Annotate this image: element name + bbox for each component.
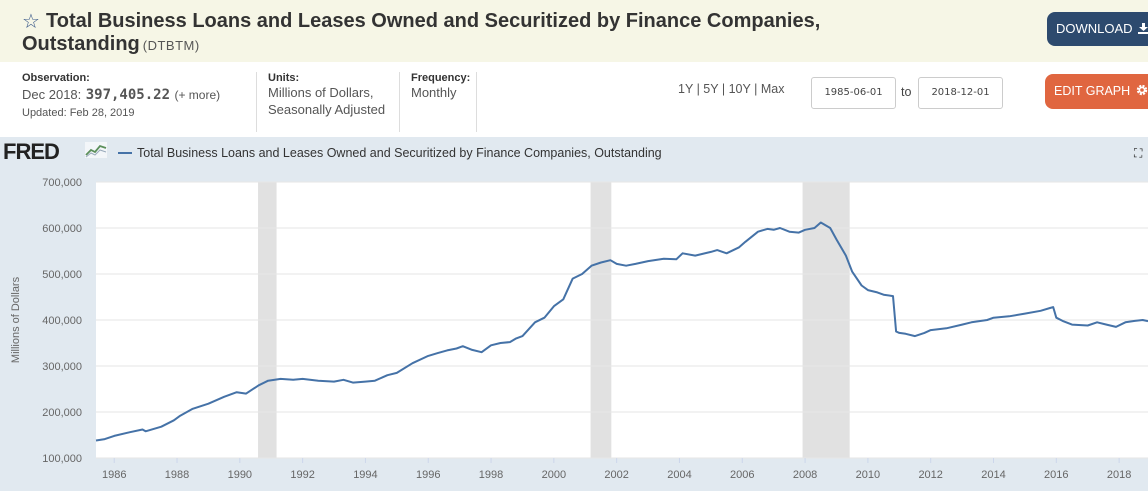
page-title: Total Business Loans and Leases Owned an…: [22, 10, 1006, 55]
download-button[interactable]: DOWNLOAD: [1047, 12, 1148, 46]
x-tick-label: 2008: [793, 469, 817, 481]
observation-label: Observation:: [22, 72, 90, 84]
download-label: DOWNLOAD: [1056, 21, 1133, 36]
x-tick-label: 2002: [604, 469, 628, 481]
x-tick-label: 2018: [1107, 469, 1131, 481]
x-tick-label: 2000: [542, 469, 566, 481]
observation-more-link[interactable]: (+ more): [174, 88, 221, 102]
chart-svg: 100,000 200,000 300,000 400,000 500,000 600,0…: [10, 177, 1148, 481]
range-10y[interactable]: 10Y: [728, 82, 751, 96]
y-tick-label: 100,000: [42, 453, 82, 465]
title-line-2: Outstanding: [22, 33, 140, 55]
fred-logo-chart-icon: [85, 142, 107, 158]
star-outline-icon[interactable]: ☆: [22, 9, 40, 33]
series-id: (DTBTM): [142, 38, 200, 53]
observation-date: Dec 2018:: [22, 87, 82, 102]
end-date-input[interactable]: 2018-12-01: [918, 77, 1003, 109]
x-tick-label: 1998: [479, 469, 503, 481]
range-separator: |: [721, 82, 726, 96]
updated-date: Updated: Feb 28, 2019: [22, 107, 135, 119]
fullscreen-icon[interactable]: ⛶: [1134, 146, 1143, 160]
gear-icon: [1136, 84, 1147, 96]
x-tick-label: 2012: [918, 469, 942, 481]
range-max[interactable]: Max: [760, 82, 785, 96]
series-line-dtbtm[interactable]: [95, 221, 1148, 442]
edit-graph-label: EDIT GRAPH: [1054, 84, 1131, 98]
download-icon: [1138, 23, 1148, 34]
y-tick-label: 200,000: [42, 407, 82, 419]
edit-graph-button[interactable]: EDIT GRAPH: [1045, 74, 1148, 109]
title-line-1: Total Business Loans and Leases Owned an…: [46, 10, 821, 32]
y-tick-label: 300,000: [42, 361, 82, 373]
x-tick-label: 1996: [416, 469, 440, 481]
x-tick-label: 2004: [667, 469, 691, 481]
x-tick-label: 2014: [981, 469, 1005, 481]
x-tick-label: 2010: [856, 469, 880, 481]
x-tick-label: 1990: [228, 469, 252, 481]
y-tick-label: 500,000: [42, 269, 82, 281]
to-label: to: [901, 85, 912, 99]
range-links: 1Y | 5Y | 10Y | Max: [678, 82, 784, 96]
start-date-input[interactable]: 1985-06-01: [811, 77, 896, 109]
title-line-2-wrap: Outstanding (DTBTM): [22, 33, 200, 57]
range-separator: |: [754, 82, 758, 96]
legend-line-swatch: [118, 152, 132, 154]
observation-value: 397,405.22: [85, 87, 171, 103]
range-1y[interactable]: 1Y: [678, 82, 694, 96]
x-tick-label: 1992: [290, 469, 314, 481]
units-line-2: Seasonally Adjusted: [268, 102, 386, 117]
x-tick-label: 1994: [353, 469, 377, 481]
y-tick-label: 400,000: [42, 315, 82, 327]
observation-block: Observation: Dec 2018: 397,405.22 (+ mor…: [22, 72, 252, 132]
y-tick-label: 700,000: [42, 177, 82, 189]
y-axis-title: Millions of Dollars: [10, 276, 22, 363]
frequency-block: Frequency: Monthly: [399, 72, 477, 132]
x-tick-label: 1986: [102, 469, 126, 481]
units-line-1: Millions of Dollars,: [268, 85, 374, 100]
x-tick-label: 1988: [165, 469, 189, 481]
range-5y[interactable]: 5Y: [703, 82, 719, 96]
frequency-label: Frequency:: [411, 72, 471, 84]
title-bar: ☆ Total Business Loans and Leases Owned …: [0, 0, 1148, 62]
units-label: Units:: [268, 72, 300, 84]
x-tick-label: 2016: [1044, 469, 1068, 481]
frequency-value: Monthly: [411, 85, 457, 100]
fred-logo[interactable]: FRED: [3, 139, 60, 164]
x-tick-label: 2006: [730, 469, 754, 481]
y-tick-label: 600,000: [42, 223, 82, 235]
units-block: Units: Millions of Dollars, Seasonally A…: [256, 72, 399, 132]
range-separator: |: [696, 82, 700, 96]
legend-series-name: Total Business Loans and Leases Owned an…: [137, 146, 662, 160]
